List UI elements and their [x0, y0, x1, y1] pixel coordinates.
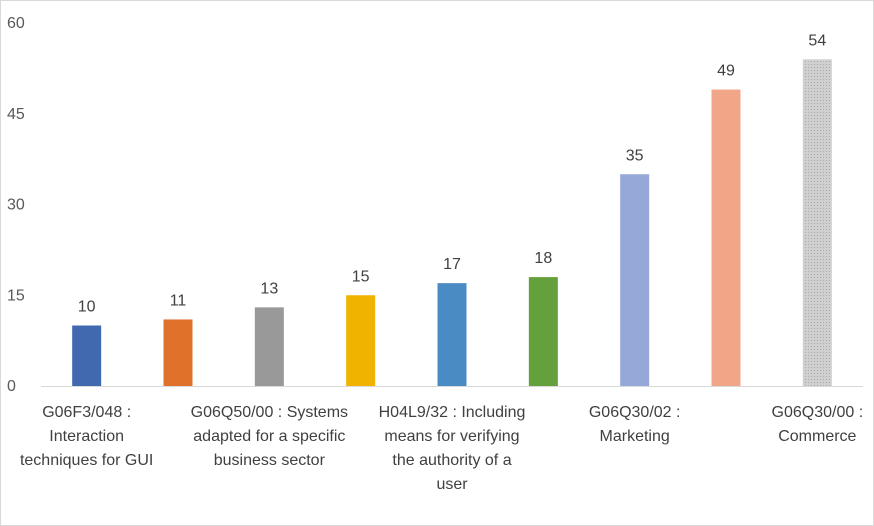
x-category-label: G06Q30/00 : Commerce — [772, 404, 864, 445]
bar — [711, 89, 741, 387]
bar — [163, 319, 193, 386]
y-tick-label: 30 — [7, 197, 25, 214]
bar — [437, 283, 467, 386]
y-axis-tick-labels: 0 15 30 45 60 — [7, 15, 25, 395]
data-label: 17 — [443, 256, 461, 273]
data-label: 49 — [717, 63, 735, 80]
data-label: 54 — [808, 32, 826, 49]
bar — [528, 277, 558, 386]
bar — [346, 295, 376, 386]
data-label: 13 — [260, 280, 278, 297]
data-label: 11 — [170, 292, 187, 309]
x-category-label: G06Q30/02 : Marketing — [589, 404, 681, 445]
x-category-label: G06Q50/00 : Systems adapted for a specifi… — [191, 404, 348, 469]
data-label: 35 — [626, 147, 644, 164]
y-tick-label: 0 — [7, 378, 16, 395]
data-labels: 10 11 13 15 17 18 35 49 54 — [78, 32, 827, 315]
data-label: 10 — [78, 299, 96, 316]
x-category-label: G06F3/048 : Interaction techniques for GUI — [20, 404, 153, 469]
bar — [72, 325, 102, 386]
bar — [620, 174, 650, 386]
x-axis-category-labels: G06F3/048 : Interaction techniques for GUI… — [20, 404, 863, 493]
bars — [72, 59, 832, 387]
y-tick-label: 15 — [7, 287, 25, 304]
bar — [254, 307, 284, 386]
data-label: 18 — [534, 250, 552, 267]
data-label: 15 — [352, 268, 370, 285]
y-tick-label: 60 — [7, 15, 25, 32]
x-category-label: H04L9/32 : Including means for verifying t… — [379, 404, 526, 493]
bar — [802, 59, 832, 387]
y-tick-label: 45 — [7, 106, 25, 123]
